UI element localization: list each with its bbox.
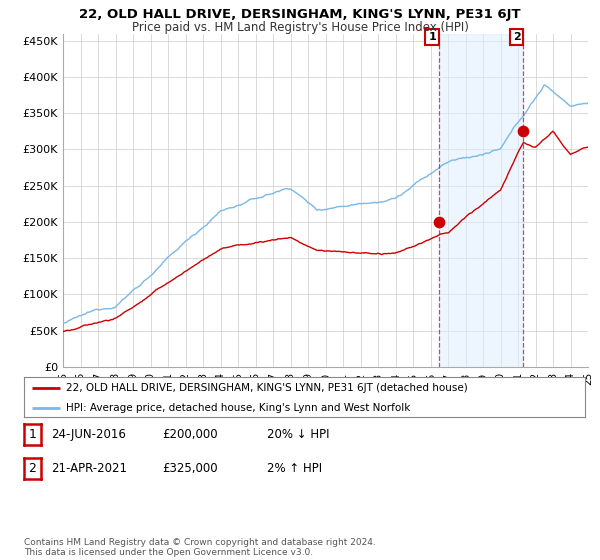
Text: 20% ↓ HPI: 20% ↓ HPI <box>267 428 329 441</box>
Text: £325,000: £325,000 <box>162 461 218 475</box>
Text: 22, OLD HALL DRIVE, DERSINGHAM, KING'S LYNN, PE31 6JT: 22, OLD HALL DRIVE, DERSINGHAM, KING'S L… <box>79 8 521 21</box>
Text: 2% ↑ HPI: 2% ↑ HPI <box>267 461 322 475</box>
Text: 2: 2 <box>28 461 37 475</box>
Text: 1: 1 <box>28 428 37 441</box>
Text: HPI: Average price, detached house, King's Lynn and West Norfolk: HPI: Average price, detached house, King… <box>66 403 410 413</box>
Text: Contains HM Land Registry data © Crown copyright and database right 2024.
This d: Contains HM Land Registry data © Crown c… <box>24 538 376 557</box>
Text: 1: 1 <box>428 32 436 42</box>
Text: Price paid vs. HM Land Registry's House Price Index (HPI): Price paid vs. HM Land Registry's House … <box>131 21 469 34</box>
Text: 22, OLD HALL DRIVE, DERSINGHAM, KING'S LYNN, PE31 6JT (detached house): 22, OLD HALL DRIVE, DERSINGHAM, KING'S L… <box>66 383 468 393</box>
Text: 2: 2 <box>513 32 521 42</box>
Text: 24-JUN-2016: 24-JUN-2016 <box>51 428 126 441</box>
Text: £200,000: £200,000 <box>162 428 218 441</box>
Point <box>518 127 528 136</box>
Point <box>434 217 443 226</box>
Text: 21-APR-2021: 21-APR-2021 <box>51 461 127 475</box>
Bar <box>439 34 523 367</box>
